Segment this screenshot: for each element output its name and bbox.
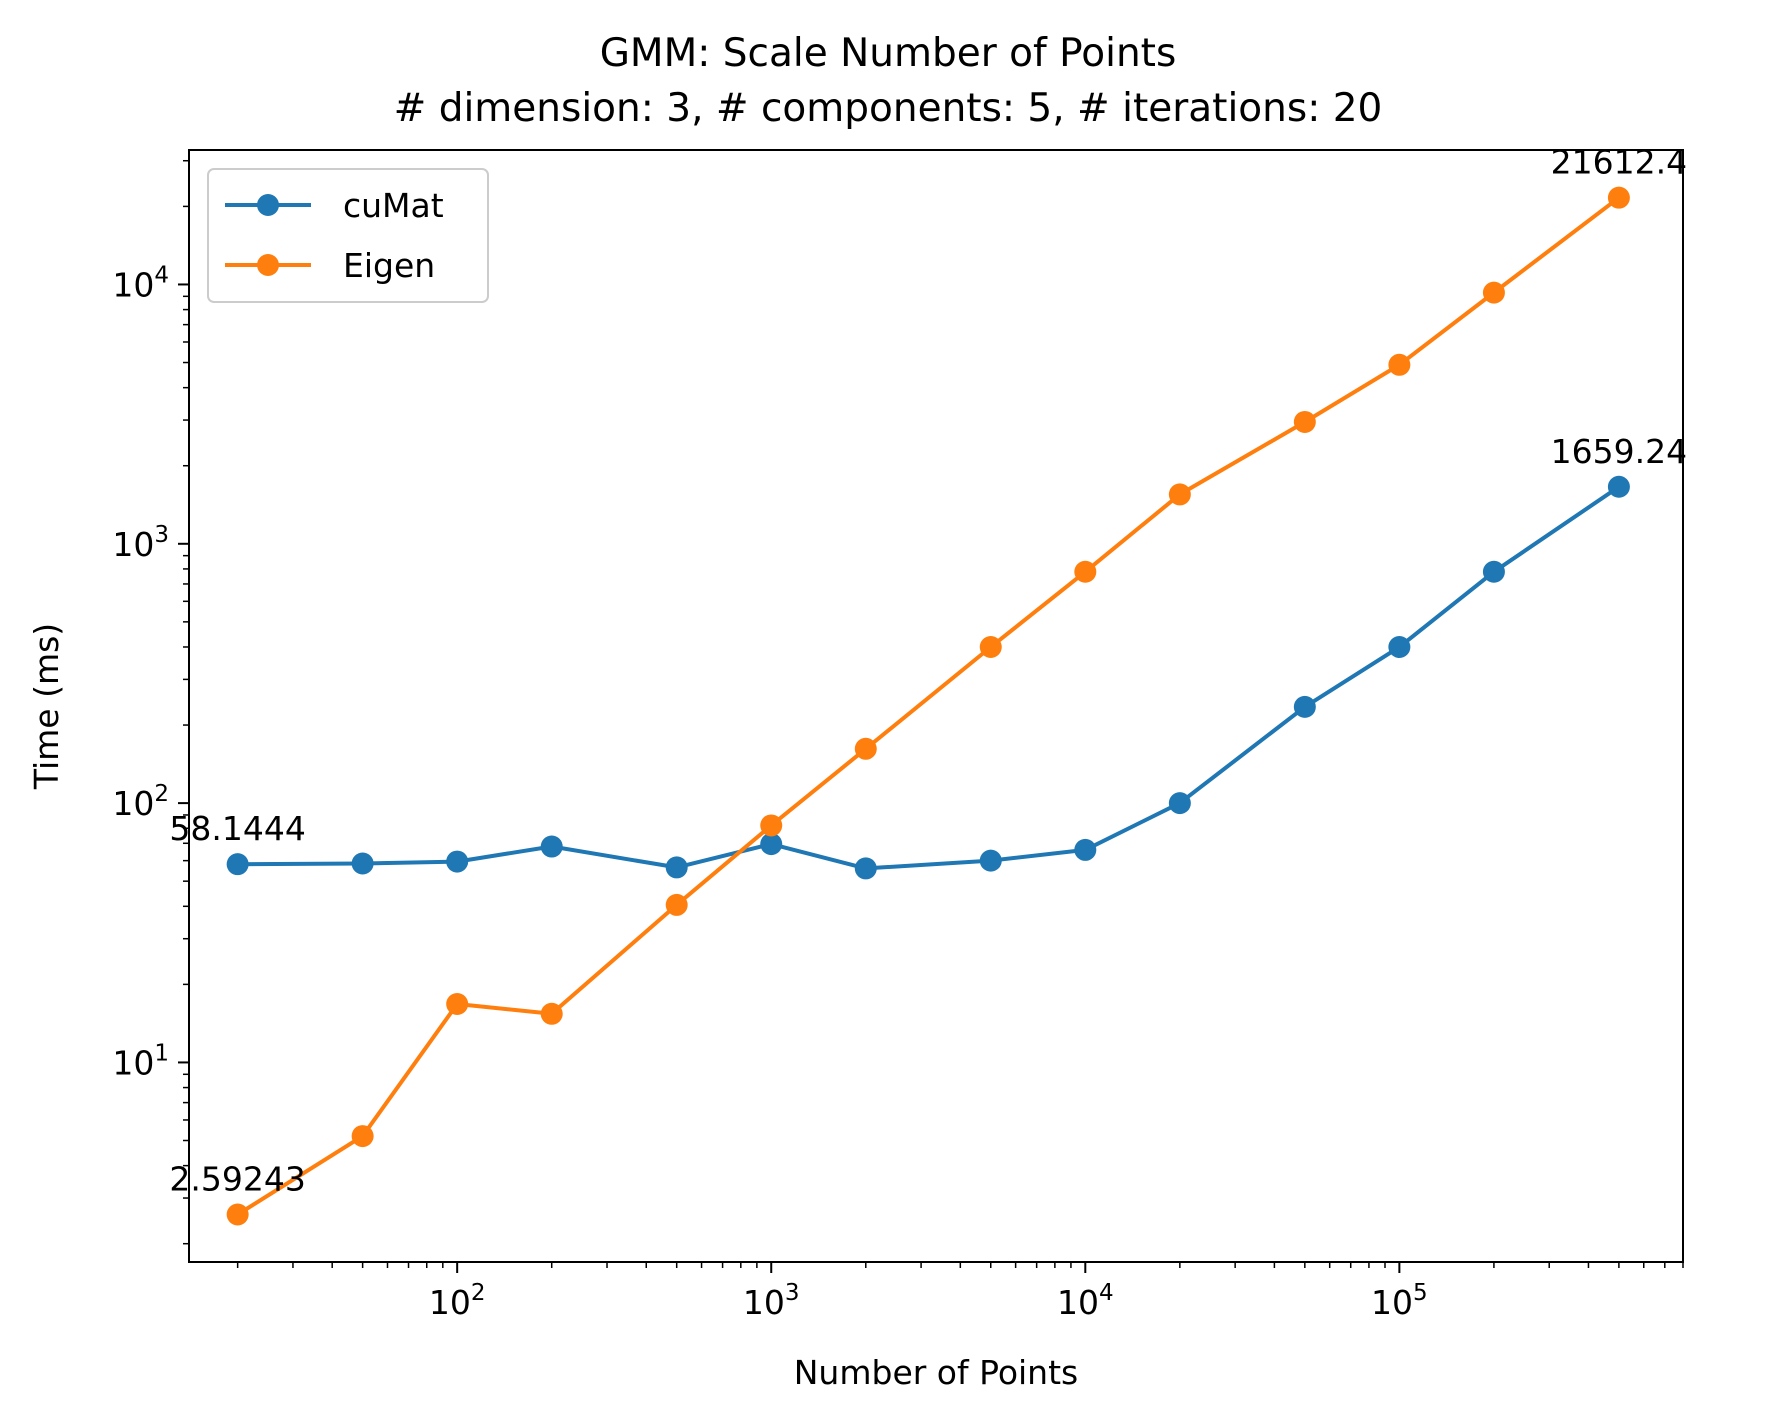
plot-area xyxy=(189,150,1683,1262)
x-tick-label: 105 xyxy=(1371,1280,1428,1322)
data-point-cumat xyxy=(1293,695,1316,718)
data-point-cumat xyxy=(351,852,374,875)
data-point-cumat xyxy=(1388,635,1411,658)
data-label: 2.59243 xyxy=(169,1159,305,1198)
legend: cuMat Eigen xyxy=(207,168,489,303)
data-point-eigen xyxy=(760,814,783,837)
data-point-cumat xyxy=(1482,560,1505,583)
data-point-cumat xyxy=(1074,838,1097,861)
data-point-eigen xyxy=(351,1125,374,1148)
data-label: 1659.24 xyxy=(1551,432,1687,471)
data-point-cumat xyxy=(1607,475,1630,498)
data-point-cumat xyxy=(854,857,877,880)
y-axis-label: Time (ms) xyxy=(27,623,66,790)
data-point-eigen xyxy=(226,1203,249,1226)
data-point-cumat xyxy=(540,835,563,858)
data-point-eigen xyxy=(1293,410,1316,433)
y-tick-label: 101 xyxy=(112,1040,169,1082)
data-point-cumat xyxy=(979,849,1002,872)
data-point-eigen xyxy=(1168,483,1191,506)
chart-subtitle: # dimension: 3, # components: 5, # itera… xyxy=(394,86,1383,131)
plot-frame xyxy=(188,149,1684,1263)
data-point-cumat xyxy=(665,856,688,879)
data-point-eigen xyxy=(665,893,688,916)
chart-title: GMM: Scale Number of Points xyxy=(600,31,1177,76)
legend-marker-cumat xyxy=(257,194,279,216)
data-point-cumat xyxy=(226,853,249,876)
data-point-eigen xyxy=(540,1002,563,1025)
y-tick-label: 103 xyxy=(112,522,169,564)
x-axis-label: Number of Points xyxy=(794,1353,1078,1392)
axis-ticks: 102 103 104 105 101 102 103 104 xyxy=(112,159,1684,1322)
data-point-cumat xyxy=(760,833,783,856)
data-point-cumat xyxy=(446,850,469,873)
series-line-eigen xyxy=(236,196,1621,1217)
series-layer xyxy=(226,186,1630,1226)
x-tick-label: 104 xyxy=(1057,1280,1114,1322)
y-tick-label: 102 xyxy=(112,781,169,823)
data-label: 58.1444 xyxy=(169,809,305,848)
data-point-eigen xyxy=(979,635,1002,658)
series-line-cumat xyxy=(237,485,1621,871)
legend-label-eigen: Eigen xyxy=(343,246,435,285)
data-label: 21612.4 xyxy=(1551,143,1687,182)
data-point-cumat xyxy=(1168,792,1191,815)
x-tick-label: 103 xyxy=(743,1280,800,1322)
y-tick-label: 104 xyxy=(112,262,169,304)
data-point-eigen xyxy=(446,993,469,1016)
legend-marker-eigen xyxy=(257,254,279,276)
legend-label-cumat: cuMat xyxy=(343,186,444,225)
data-point-eigen xyxy=(1388,353,1411,376)
data-point-eigen xyxy=(1482,281,1505,304)
data-point-eigen xyxy=(1607,186,1630,209)
data-point-eigen xyxy=(1074,560,1097,583)
x-tick-label: 102 xyxy=(429,1280,486,1322)
data-point-eigen xyxy=(854,737,877,760)
